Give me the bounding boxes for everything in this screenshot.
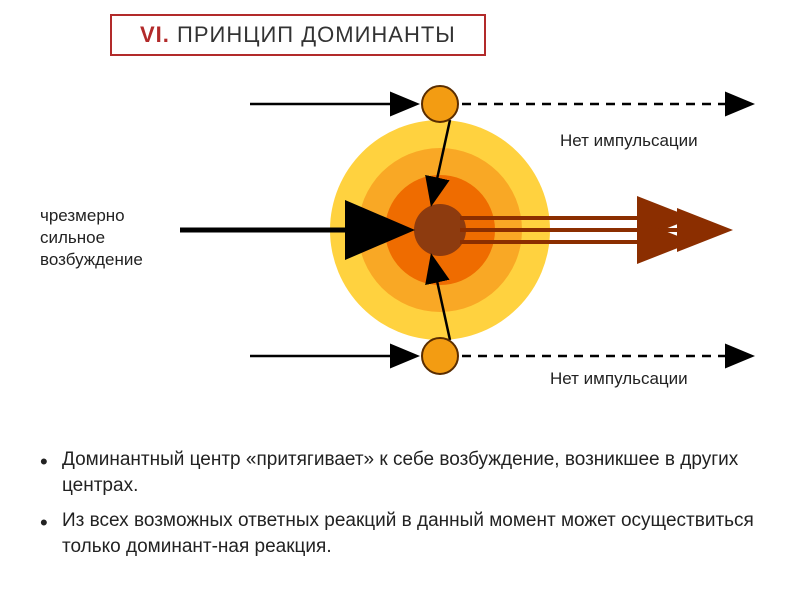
bullet-item: Из всех возможных ответных реакций в дан…	[40, 508, 760, 559]
title-text: ПРИНЦИП ДОМИНАНТЫ	[177, 22, 456, 47]
title-numeral: VI.	[140, 22, 170, 47]
node-top	[422, 86, 458, 122]
node-bottom	[422, 338, 458, 374]
bullet-item: Доминантный центр «притягивает» к себе в…	[40, 447, 760, 498]
ring-core	[414, 204, 466, 256]
label-left-l1: чрезмерно	[40, 205, 143, 227]
label-left-l2: сильное	[40, 227, 143, 249]
diagram-svg	[130, 70, 760, 380]
label-left-l3: возбуждение	[40, 249, 143, 271]
label-top-right: Нет импульсации	[560, 130, 698, 152]
label-bottom-right: Нет импульсации	[550, 368, 688, 390]
bullet-list: Доминантный центр «притягивает» к себе в…	[40, 447, 760, 570]
dominant-diagram	[130, 70, 760, 380]
label-left: чрезмерно сильное возбуждение	[40, 205, 143, 271]
title-box: VI. ПРИНЦИП ДОМИНАНТЫ	[110, 14, 486, 56]
